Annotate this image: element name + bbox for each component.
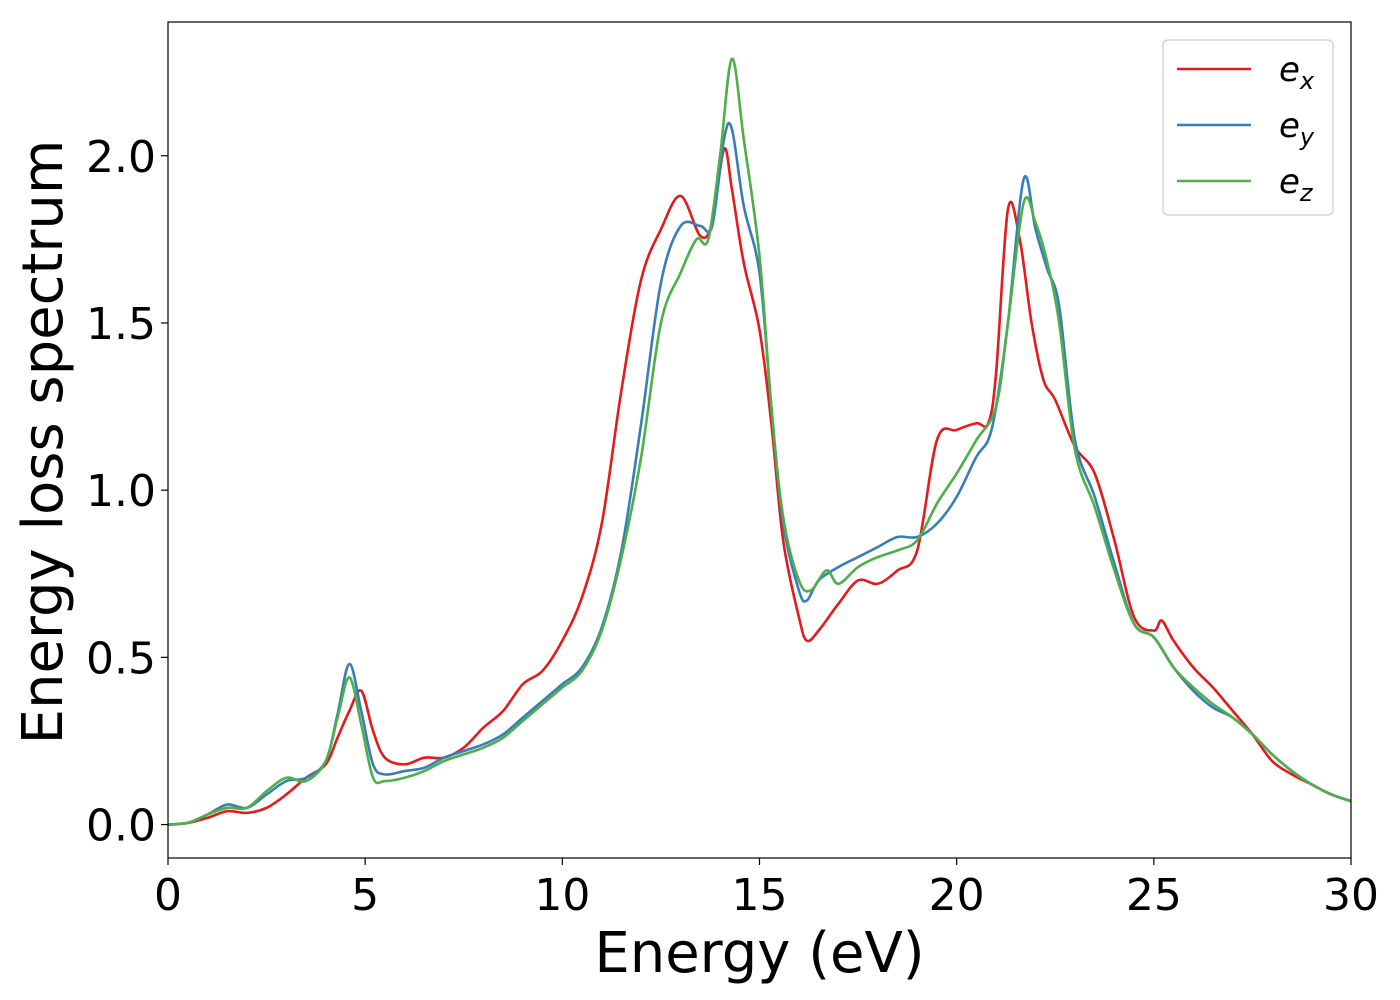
axes-layer: 0 5 10 15 20 25 30 0.0 0.5 1.0 1.5 2.0 <box>86 21 1379 921</box>
legend-label-sub: z <box>1299 179 1314 207</box>
y-tick-label: 1.0 <box>86 466 156 517</box>
x-tick-label: 5 <box>351 870 379 921</box>
legend-label-x: ex <box>1279 50 1315 95</box>
legend-label-sub: x <box>1299 67 1315 95</box>
y-tick-label: 0.0 <box>86 801 156 852</box>
x-tick-label: 25 <box>1126 870 1182 921</box>
x-tick-label: 30 <box>1323 870 1379 921</box>
x-tick-label: 15 <box>732 870 788 921</box>
legend-label-sub: y <box>1299 123 1315 151</box>
legend-label-z: ez <box>1279 162 1314 207</box>
legend-label-main: e <box>1279 106 1300 146</box>
legend-label-y: ey <box>1279 106 1315 151</box>
plot-background <box>168 22 1351 858</box>
plot-area <box>168 22 1351 858</box>
x-tick-label: 10 <box>534 870 590 921</box>
series-line-e-z <box>167 57 1352 826</box>
series-line-e-x <box>167 147 1352 826</box>
legend-box <box>1162 39 1334 216</box>
y-tick-label: 0.5 <box>86 633 156 684</box>
legend-label-main: e <box>1279 162 1300 202</box>
y-tick-label: 1.5 <box>86 299 156 350</box>
y-axis-label: Energy loss spectrum <box>11 140 76 745</box>
x-tick-label: 20 <box>929 870 985 921</box>
series-layer <box>167 57 1352 826</box>
legend-label-main: e <box>1279 50 1300 90</box>
y-tick-label: 2.0 <box>86 132 156 183</box>
x-tick-label: 0 <box>154 870 182 921</box>
x-axis-label: Energy (eV) <box>594 921 924 986</box>
